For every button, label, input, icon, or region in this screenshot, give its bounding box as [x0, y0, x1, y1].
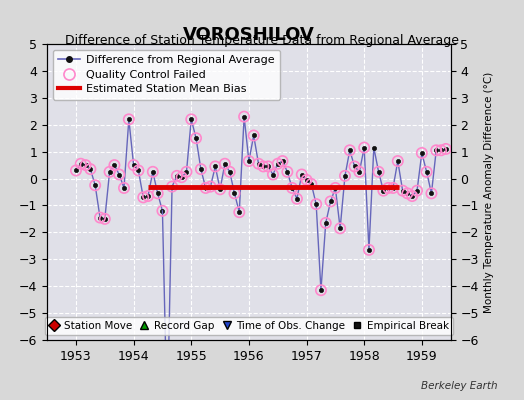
- Point: [231, 190, 239, 196]
- Point: [269, 171, 277, 178]
- Point: [432, 147, 441, 154]
- Point: [139, 194, 147, 200]
- Point: [336, 225, 344, 232]
- Point: [216, 186, 224, 192]
- Point: [235, 209, 244, 215]
- Point: [298, 171, 306, 178]
- Point: [240, 114, 248, 120]
- Point: [158, 208, 167, 214]
- Point: [77, 160, 85, 167]
- Text: Berkeley Earth: Berkeley Earth: [421, 381, 498, 391]
- Point: [149, 169, 157, 175]
- Point: [418, 150, 426, 156]
- Title: VOROSHILOV: VOROSHILOV: [183, 26, 315, 44]
- Point: [326, 198, 335, 205]
- Point: [375, 169, 383, 175]
- Point: [288, 185, 297, 191]
- Point: [331, 185, 340, 191]
- Point: [379, 188, 388, 194]
- Y-axis label: Monthly Temperature Anomaly Difference (°C): Monthly Temperature Anomaly Difference (…: [484, 71, 495, 313]
- Point: [437, 147, 445, 154]
- Point: [283, 169, 291, 175]
- Point: [346, 147, 354, 154]
- Point: [408, 193, 417, 199]
- Point: [278, 158, 287, 164]
- Point: [115, 171, 124, 178]
- Point: [101, 216, 109, 222]
- Point: [168, 184, 176, 190]
- Point: [211, 163, 220, 170]
- Point: [72, 167, 80, 174]
- Point: [144, 193, 152, 199]
- Point: [355, 169, 364, 175]
- Point: [187, 116, 195, 122]
- Point: [360, 144, 368, 151]
- Text: Difference of Station Temperature Data from Regional Average: Difference of Station Temperature Data f…: [65, 34, 459, 47]
- Point: [154, 190, 162, 196]
- Point: [110, 162, 118, 168]
- Point: [427, 190, 435, 196]
- Point: [245, 158, 253, 164]
- Point: [413, 188, 421, 194]
- Point: [178, 174, 186, 180]
- Point: [196, 166, 205, 172]
- Point: [403, 190, 412, 196]
- Point: [442, 146, 450, 152]
- Point: [173, 173, 181, 179]
- Point: [259, 163, 268, 170]
- Point: [81, 162, 90, 168]
- Point: [312, 201, 320, 207]
- Point: [389, 185, 397, 191]
- Point: [86, 166, 95, 172]
- Point: [182, 169, 191, 175]
- Point: [322, 220, 330, 226]
- Point: [264, 163, 272, 170]
- Point: [384, 185, 392, 191]
- Point: [307, 181, 315, 187]
- Point: [105, 169, 114, 175]
- Point: [134, 167, 143, 174]
- Point: [91, 182, 100, 188]
- Point: [398, 188, 407, 194]
- Point: [225, 169, 234, 175]
- Legend: Station Move, Record Gap, Time of Obs. Change, Empirical Break: Station Move, Record Gap, Time of Obs. C…: [45, 317, 453, 335]
- Point: [202, 185, 210, 191]
- Point: [129, 162, 138, 168]
- Point: [192, 135, 200, 141]
- Point: [302, 177, 311, 183]
- Point: [341, 173, 349, 179]
- Point: [96, 214, 104, 221]
- Point: [317, 287, 325, 294]
- Point: [125, 116, 133, 122]
- Point: [221, 160, 229, 167]
- Point: [274, 160, 282, 167]
- Point: [351, 163, 359, 170]
- Point: [293, 196, 301, 202]
- Point: [365, 247, 373, 253]
- Point: [422, 169, 431, 175]
- Point: [120, 185, 128, 191]
- Point: [206, 184, 215, 190]
- Point: [394, 158, 402, 164]
- Point: [254, 160, 263, 167]
- Point: [249, 132, 258, 139]
